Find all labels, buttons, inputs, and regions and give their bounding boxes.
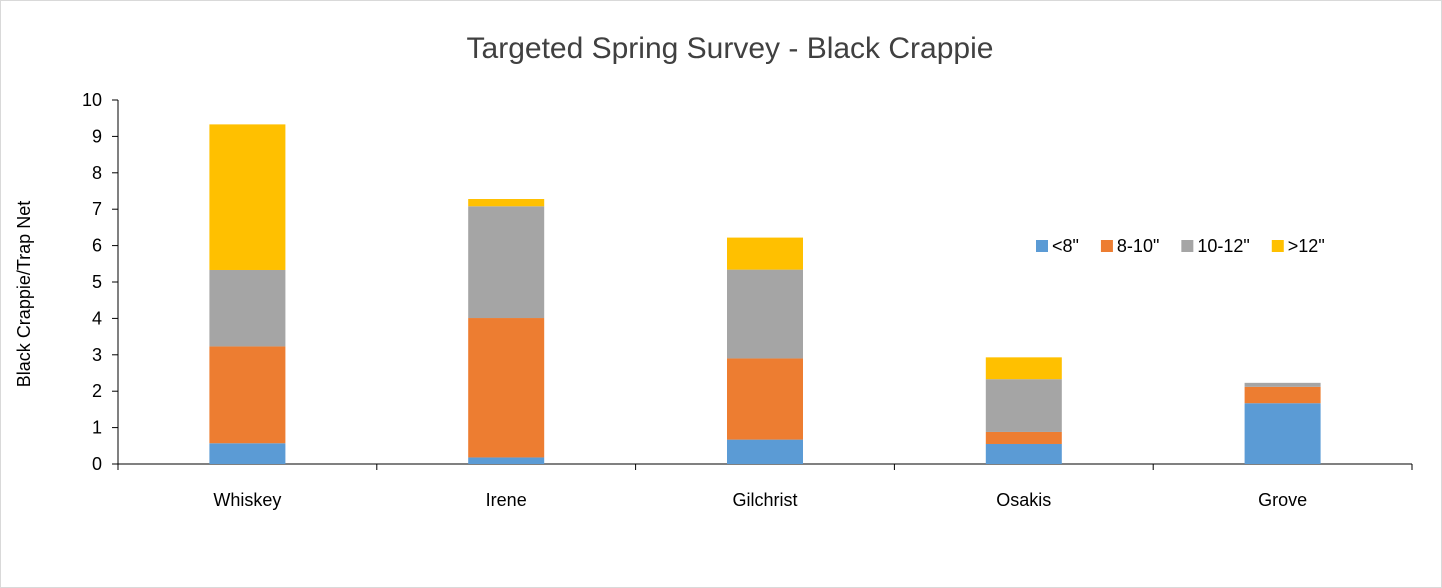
bar-segment: [1244, 386, 1321, 404]
legend-swatch: [1100, 240, 1113, 252]
x-category-label: Irene: [486, 490, 527, 510]
x-category-label: Whiskey: [213, 490, 281, 510]
bar-segment: [209, 443, 286, 464]
bar-segment: [468, 199, 545, 207]
bar-segment: [727, 439, 803, 464]
bar-segment: [727, 269, 803, 359]
y-tick-label: 0: [92, 454, 102, 474]
legend-label: 8-10": [1117, 236, 1159, 256]
y-axis-label: Black Crappie/Trap Net: [14, 201, 34, 387]
y-tick-label: 10: [82, 90, 102, 110]
y-tick-label: 4: [92, 308, 102, 328]
bar-segment: [468, 318, 545, 458]
bar-segment: [468, 457, 545, 464]
bar-segment: [985, 357, 1062, 380]
legend-swatch: [1271, 240, 1284, 252]
axes: 0 1 2 3 4 5 6 7 8 9 10 Whiskey Irene Gilchrist Osakis G…: [82, 90, 1413, 510]
y-tick-label: 7: [92, 199, 102, 219]
legend: <8" 8-10" 10-12" >12": [1036, 236, 1325, 256]
bar-segment: [1244, 382, 1321, 387]
bar-segment: [985, 379, 1062, 432]
bar-segment: [1244, 403, 1321, 464]
bar-segment: [985, 443, 1062, 464]
x-category-label: Gilchrist: [732, 490, 797, 510]
bar-segment: [468, 206, 545, 319]
bars: [209, 124, 1321, 464]
bar-segment: [209, 346, 286, 444]
bar-segment: [209, 269, 286, 347]
legend-label: 10-12": [1197, 236, 1249, 256]
bar-segment: [727, 237, 803, 270]
y-tick-label: 8: [92, 163, 102, 183]
bar-segment: [985, 431, 1062, 444]
x-category-label: Osakis: [996, 490, 1051, 510]
bar-segment: [727, 358, 803, 440]
legend-swatch: [1181, 240, 1194, 252]
y-tick-label: 3: [92, 345, 102, 365]
y-tick-label: 1: [92, 418, 102, 438]
chart-title: Targeted Spring Survey - Black Crappie: [467, 32, 994, 65]
bar-segment: [209, 124, 286, 270]
x-category-label: Grove: [1258, 490, 1307, 510]
legend-swatch: [1036, 240, 1048, 252]
legend-label: >12": [1288, 236, 1325, 256]
legend-label: <8": [1052, 236, 1079, 256]
y-tick-label: 9: [92, 126, 102, 146]
y-tick-label: 5: [92, 272, 102, 292]
y-tick-label: 2: [92, 381, 102, 401]
y-tick-label: 6: [92, 236, 102, 256]
